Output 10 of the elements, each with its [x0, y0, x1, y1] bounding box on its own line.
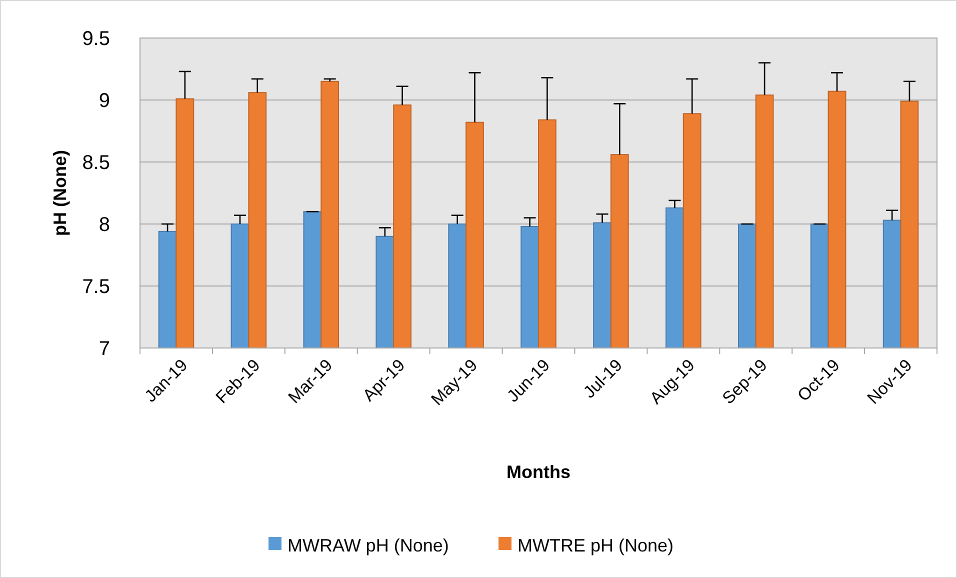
x-axis-title: Months: [506, 462, 570, 482]
y-tick-label: 8: [98, 214, 110, 236]
legend-label: MWRAW pH (None): [288, 535, 449, 556]
y-tick-label: 7: [98, 338, 110, 360]
y-tick-label: 9: [98, 90, 110, 112]
y-tick-label: 7.5: [82, 276, 110, 298]
y-tick-label: 9.5: [82, 28, 110, 50]
y-tick-label: 8.5: [82, 152, 110, 174]
y-axis-title: pH (None): [50, 150, 70, 236]
legend-label: MWTRE pH (None): [518, 535, 674, 556]
